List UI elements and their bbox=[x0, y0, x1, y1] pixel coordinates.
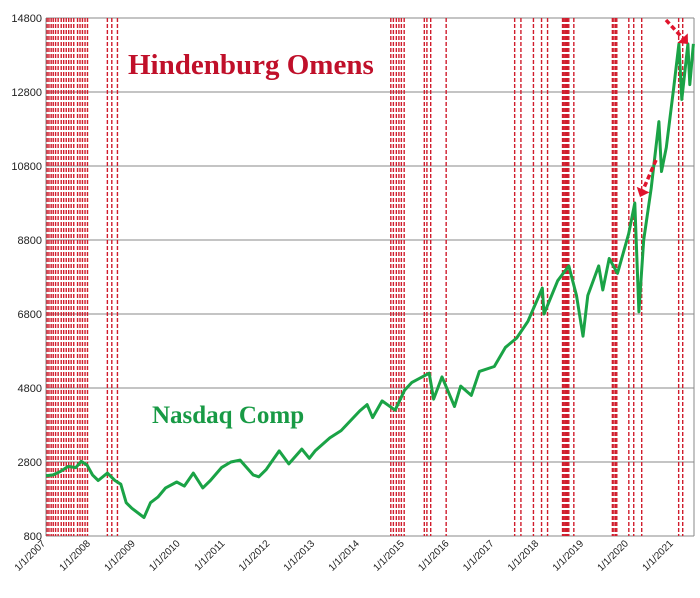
chart-title: Hindenburg Omens bbox=[128, 49, 374, 81]
x-tick-label-3: 1/1/2010 bbox=[147, 538, 183, 574]
omen-lines bbox=[46, 18, 684, 536]
plot-background bbox=[46, 18, 694, 536]
y-tick-label-5: 10800 bbox=[11, 161, 42, 173]
y-tick-label-0: 800 bbox=[24, 531, 42, 543]
x-tick-label-1: 1/1/2008 bbox=[58, 538, 94, 574]
x-tick-label-2: 1/1/2009 bbox=[103, 538, 139, 574]
y-tick-label-4: 8800 bbox=[18, 235, 42, 247]
arrow-peak-2021 bbox=[664, 18, 688, 44]
x-tick-label-6: 1/1/2013 bbox=[282, 538, 318, 574]
nasdaq-series-line bbox=[45, 42, 695, 519]
x-tick-label-12: 1/1/2019 bbox=[551, 538, 587, 574]
y-tick-label-6: 12800 bbox=[11, 87, 42, 99]
gridlines bbox=[45, 17, 695, 537]
x-tick-label-0: 1/1/2007 bbox=[13, 538, 49, 574]
x-tick-label-13: 1/1/2020 bbox=[596, 538, 632, 574]
y-tick-label-7: 14800 bbox=[11, 13, 42, 25]
x-tick-label-11: 1/1/2018 bbox=[506, 538, 542, 574]
series-label-nasdaq: Nasdaq Comp bbox=[152, 402, 304, 429]
x-tick-labels: 1/1/2007 1/1/2008 1/1/2009 1/1/2010 1/1/2011… bbox=[13, 538, 676, 574]
x-tick-label-5: 1/1/2012 bbox=[237, 538, 273, 574]
y-tick-labels: 800 2800 4800 6800 8800 10800 12800 14800 bbox=[11, 13, 42, 543]
arrow-peak-2020 bbox=[636, 159, 658, 197]
x-tick-label-7: 1/1/2014 bbox=[327, 538, 363, 574]
x-tick-label-9: 1/1/2016 bbox=[416, 538, 452, 574]
x-tick-label-8: 1/1/2015 bbox=[371, 538, 407, 574]
x-tick-label-4: 1/1/2011 bbox=[193, 538, 228, 573]
x-tick-label-10: 1/1/2017 bbox=[461, 538, 497, 574]
x-tick-label-14: 1/1/2021 bbox=[641, 538, 677, 574]
y-tick-label-1: 2800 bbox=[18, 457, 42, 469]
arrows bbox=[636, 18, 688, 197]
y-tick-label-3: 6800 bbox=[18, 309, 42, 321]
y-tick-label-2: 4800 bbox=[18, 383, 42, 395]
